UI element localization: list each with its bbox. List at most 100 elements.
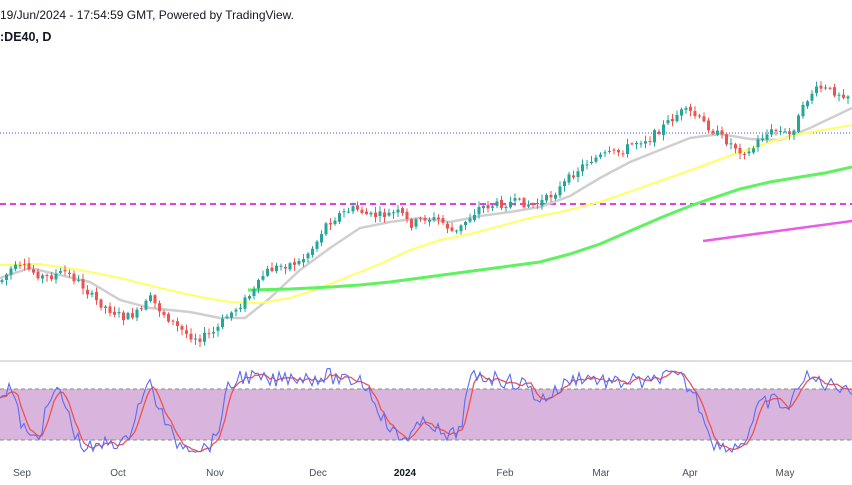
candle <box>554 192 557 201</box>
candle <box>248 294 251 301</box>
candle <box>455 229 458 234</box>
candle <box>815 81 818 97</box>
candle <box>522 197 526 209</box>
candle <box>81 273 85 295</box>
candle <box>279 263 283 271</box>
candle <box>486 200 490 213</box>
candle <box>743 152 746 160</box>
candle <box>666 115 670 125</box>
candle <box>63 265 67 276</box>
x-tick-label: 2024 <box>394 468 417 479</box>
candle <box>662 120 665 141</box>
candle <box>360 206 364 215</box>
candle <box>392 209 395 219</box>
candle <box>729 138 733 150</box>
candle <box>774 128 778 136</box>
candle <box>198 334 202 348</box>
candle <box>158 300 161 317</box>
candle <box>270 262 274 273</box>
candle <box>549 191 553 203</box>
candle <box>315 239 319 252</box>
moving-averages <box>0 106 852 320</box>
candle <box>86 285 89 299</box>
candle <box>243 294 247 312</box>
candle <box>275 262 278 274</box>
candle <box>590 155 593 165</box>
candle <box>684 106 688 114</box>
candle <box>635 140 638 150</box>
candle <box>167 312 170 323</box>
candle <box>617 148 620 157</box>
candle <box>234 307 238 317</box>
candle <box>54 269 58 284</box>
candle <box>356 201 359 212</box>
candle <box>72 270 76 285</box>
candle <box>104 305 107 314</box>
candle <box>630 142 634 146</box>
candle <box>653 128 656 147</box>
candle <box>626 138 629 158</box>
candle <box>176 317 179 332</box>
candle <box>734 142 737 154</box>
candle <box>441 214 445 225</box>
candle <box>765 129 769 143</box>
candle <box>113 306 116 318</box>
candle <box>752 145 755 155</box>
candle <box>90 290 94 298</box>
candle <box>756 135 760 152</box>
candle <box>189 328 193 343</box>
candle <box>644 135 647 149</box>
candle <box>225 313 229 319</box>
candle <box>95 287 98 305</box>
candle <box>257 278 260 294</box>
candle <box>711 128 715 136</box>
candle <box>531 202 535 208</box>
candle <box>702 112 706 123</box>
candle <box>351 202 355 214</box>
candle <box>572 170 575 180</box>
candle <box>797 113 800 133</box>
candle <box>338 210 341 224</box>
candle <box>284 263 287 275</box>
candle <box>432 212 436 223</box>
candle <box>698 113 701 119</box>
candle <box>50 272 53 282</box>
candle <box>527 200 530 209</box>
chart-symbol-label: :DE40, D <box>0 30 52 44</box>
candle <box>513 193 517 207</box>
candle <box>162 309 166 318</box>
candle <box>333 217 337 226</box>
candle <box>824 84 827 91</box>
candle <box>693 106 697 119</box>
candle <box>320 230 323 247</box>
x-tick-label: Oct <box>110 468 126 479</box>
candle <box>504 204 508 212</box>
candle <box>477 201 481 219</box>
x-tick-label: Dec <box>309 468 327 479</box>
candle <box>369 211 373 217</box>
candle <box>405 208 409 223</box>
x-tick-label: Feb <box>496 468 514 479</box>
candle <box>833 83 836 98</box>
oscillator-pane <box>0 367 852 454</box>
candle <box>801 101 805 119</box>
candle <box>779 125 782 136</box>
candle <box>473 209 476 223</box>
x-tick-label: Nov <box>206 468 224 479</box>
moving-average-mid-line <box>0 124 852 305</box>
candle <box>671 113 674 127</box>
candle <box>783 128 787 134</box>
candle <box>365 208 368 216</box>
candle <box>261 270 265 282</box>
candle <box>509 196 512 209</box>
candle <box>428 217 431 227</box>
candle <box>747 147 751 157</box>
x-tick-label: May <box>776 468 795 479</box>
candle <box>324 221 328 236</box>
candle <box>540 194 544 210</box>
candle <box>396 205 400 218</box>
candle <box>171 319 175 326</box>
candle <box>612 148 616 155</box>
candle <box>608 146 611 154</box>
